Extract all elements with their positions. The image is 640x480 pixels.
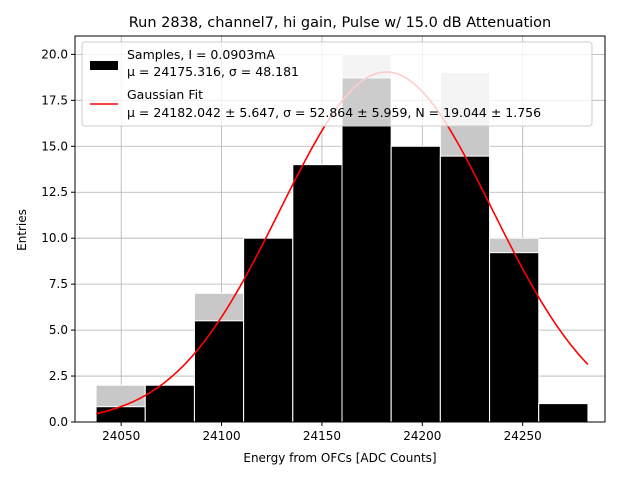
chart-title: Run 2838, channel7, hi gain, Pulse w/ 15…: [129, 15, 552, 31]
legend-samples-label: Samples, I = 0.0903mA: [127, 47, 275, 62]
legend-fit-label: Gaussian Fit: [127, 87, 203, 102]
y-axis-label: Entries: [15, 209, 29, 251]
legend-samples-stats: μ = 24175.316, σ = 48.181: [127, 64, 299, 79]
y-tick-label: 20.0: [41, 47, 68, 61]
y-tick-label: 10.0: [41, 231, 68, 245]
histogram-bar: [243, 237, 294, 423]
x-tick-label: 24150: [303, 429, 341, 443]
x-axis-label: Energy from OFCs [ADC Counts]: [243, 451, 436, 465]
histogram-bar: [439, 155, 491, 423]
y-tick-label: 5.0: [49, 323, 68, 337]
plot-frame: [74, 35, 606, 423]
histogram-bar: [292, 164, 343, 423]
legend-samples-swatch: [90, 61, 118, 70]
y-tick-label: 7.5: [49, 277, 68, 291]
histogram-bar: [538, 403, 589, 423]
y-axis-ticks: 0.0 2.5 5.0 7.5 10.0 12.5 15.0 17.5 20.0: [41, 47, 75, 429]
histogram-bar: [95, 406, 146, 423]
histogram-bar: [341, 77, 392, 423]
histogram-bar: [193, 320, 245, 423]
x-tick-label: 24100: [202, 429, 240, 443]
y-tick-label: 15.0: [41, 139, 68, 153]
y-tick-label: 17.5: [41, 93, 68, 107]
legend-box: [81, 41, 593, 127]
y-tick-label: 0.0: [49, 415, 68, 429]
y-tick-label: 2.5: [49, 369, 68, 383]
x-tick-label: 24050: [102, 429, 140, 443]
x-axis-ticks: 24050 24100 24150 24200 24250: [102, 422, 542, 443]
legend: Samples, I = 0.0903mA μ = 24175.316, σ =…: [81, 41, 593, 127]
histogram-bars: [95, 53, 589, 423]
legend-fit-stats: μ = 24182.042 ± 5.647, σ = 52.864 ± 5.95…: [127, 105, 541, 120]
x-tick-label: 24200: [403, 429, 441, 443]
histogram-bar: [489, 252, 540, 423]
y-tick-label: 12.5: [41, 185, 68, 199]
x-tick-label: 24250: [504, 429, 542, 443]
histogram-bar: [390, 145, 441, 423]
